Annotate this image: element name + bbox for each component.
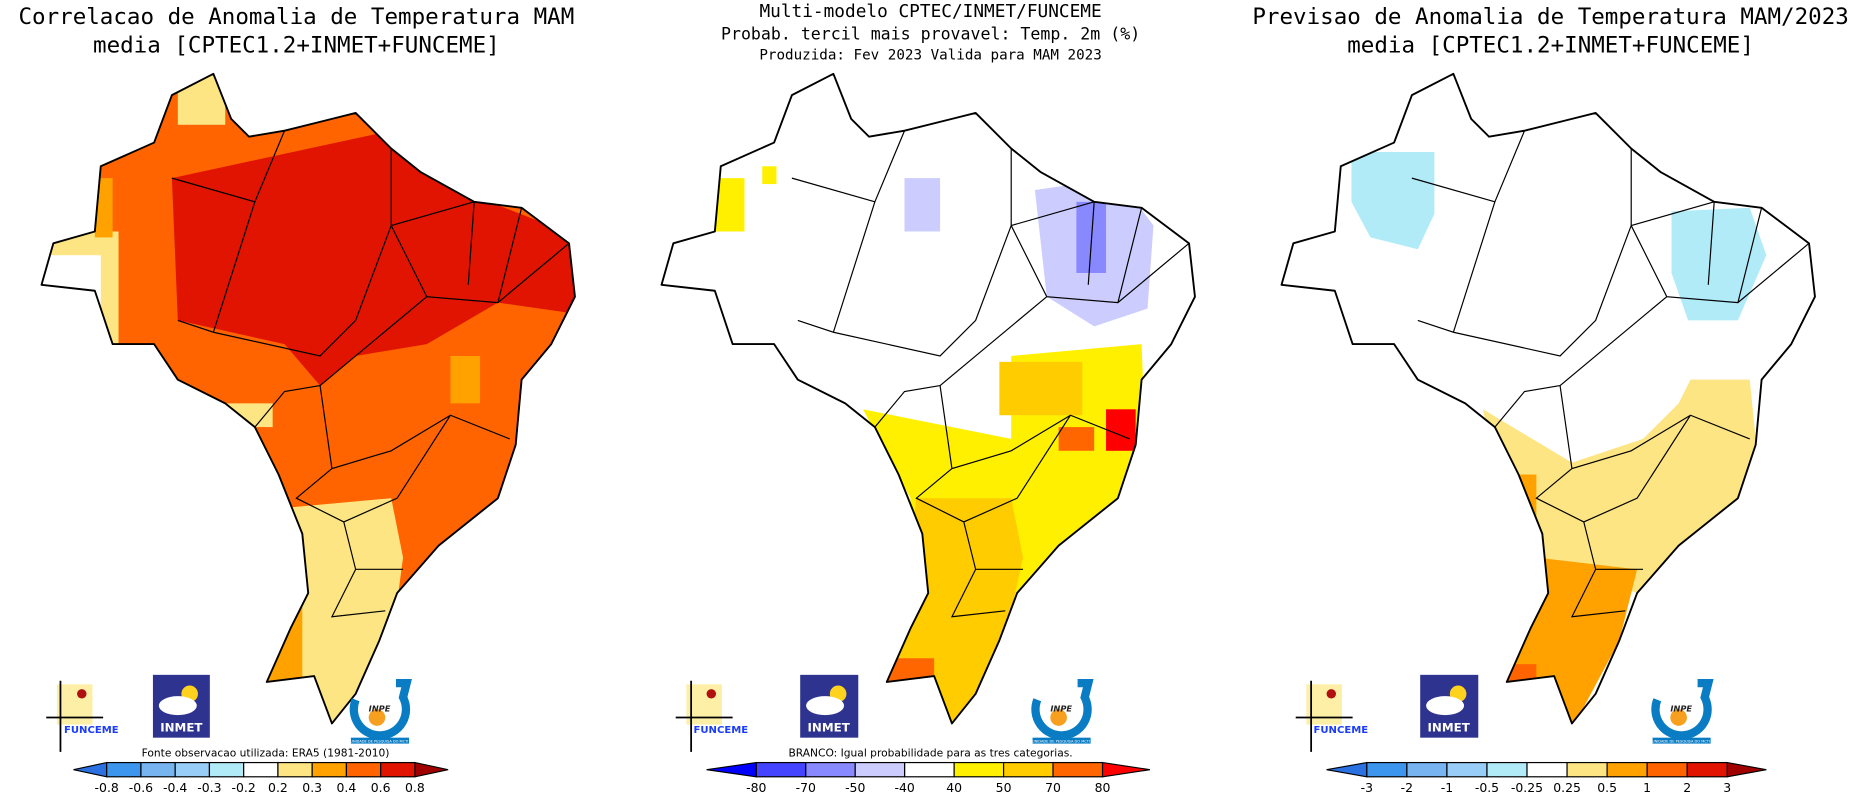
colorbar-swatch (174, 761, 211, 778)
colorbar-swatch (1002, 761, 1054, 778)
svg-text:INPE: INPE (1050, 704, 1072, 714)
svg-text:FUNCEME: FUNCEME (693, 725, 748, 736)
svg-text:INPE: INPE (369, 704, 391, 714)
inpe-logo: INPE UNIDADE DE PESQUISA DO MCTI (349, 678, 412, 744)
inpe-logo: INPE UNIDADE DE PESQUISA DO MCTI (1651, 678, 1714, 744)
correlation-shading (41, 73, 575, 724)
colorbar-tick-label: -0.6 (129, 780, 153, 795)
colorbar-high-arrow (1101, 761, 1150, 778)
colorbar-tick-label: 0.25 (1553, 780, 1581, 795)
colorbar-tick-label: -0.5 (1475, 780, 1499, 795)
colorbar-swatch (1406, 761, 1448, 778)
colorbar-swatch (805, 761, 856, 778)
colorbar-swatch (1646, 761, 1688, 778)
colorbar-tick-label: 2 (1683, 780, 1691, 795)
colorbar-swatch (953, 761, 1005, 778)
colorbar-tick-label: 80 (1095, 780, 1111, 795)
svg-text:INMET: INMET (1428, 721, 1471, 735)
svg-text:INMET: INMET (160, 721, 203, 735)
colorbar-low-arrow (706, 761, 757, 778)
colorbar: -0.8 -0.6 -0.4 -0.3 -0.2 0.2 0.3 0.4 0.6 0.8 (73, 761, 449, 795)
panel-title-line-2: media [CPTEC1.2+INMET+FUNCEME] (1347, 32, 1754, 58)
colorbar-swatch (1526, 761, 1568, 778)
svg-text:INMET: INMET (808, 721, 851, 735)
correlation-map-panel: Correlacao de Anomalia de Temperatura MA… (18, 4, 576, 795)
colorbar-tick-label: 0.6 (371, 780, 391, 795)
colorbar-tick-label: -40 (895, 780, 915, 795)
panel-title-line-1: Multi-modelo CPTEC/INMET/FUNCEME (759, 1, 1101, 22)
colorbar-tick-label: -0.2 (232, 780, 256, 795)
colorbar-tick-label: 40 (946, 780, 962, 795)
colorbar: -80 -70 -50 -40 40 50 70 80 (706, 761, 1150, 795)
colorbar-tick-label: 0.8 (405, 780, 425, 795)
colorbar-tick-label: 0.2 (268, 780, 288, 795)
colorbar-tick-label: -0.25 (1511, 780, 1543, 795)
colorbar-high-arrow (414, 761, 449, 778)
colorbar-swatch (1606, 761, 1648, 778)
colorbar-swatch (1686, 761, 1728, 778)
colorbar-swatch (1366, 761, 1408, 778)
panel-title-line-2: Probab. tercil mais provavel: Temp. 2m (… (721, 24, 1140, 43)
colorbar-swatch (106, 761, 142, 778)
probability-shading (661, 73, 1195, 724)
colorbar-low-arrow (73, 761, 108, 778)
panel-title-line-1: Previsao de Anomalia de Temperatura MAM/… (1252, 4, 1848, 30)
colorbar-swatch (1566, 761, 1608, 778)
colorbar-swatch (854, 761, 906, 778)
panel-title-line-3: Produzida: Fev 2023 Valida para MAM 2023 (759, 48, 1101, 64)
panel-title-line-2: media [CPTEC1.2+INMET+FUNCEME] (93, 32, 500, 58)
colorbar-tick-label: -50 (845, 780, 865, 795)
colorbar-tick-label: -70 (796, 780, 816, 795)
inmet-logo: INMET (1420, 674, 1479, 738)
colorbar-tick-label: 1 (1643, 780, 1651, 795)
colorbar-swatch (380, 761, 416, 778)
svg-text:FUNCEME: FUNCEME (64, 725, 119, 736)
data-source-note: Fonte observacao utilizada: ERA5 (1981-2… (142, 747, 390, 760)
colorbar-swatch (208, 761, 245, 778)
svg-text:UNIDADE DE PESQUISA DO MCTI: UNIDADE DE PESQUISA DO MCTI (1652, 739, 1710, 743)
colorbar-swatch (345, 761, 382, 778)
colorbar-swatch (1052, 761, 1104, 778)
funceme-logo: FUNCEME (675, 680, 748, 752)
colorbar-tick-label: -2 (1401, 780, 1413, 795)
probability-map-panel: Multi-modelo CPTEC/INMET/FUNCEME Probab.… (660, 1, 1196, 795)
white-meaning-note: BRANCO: Igual probabilidade para as tres… (788, 747, 1072, 760)
colorbar-swatch (1446, 761, 1488, 778)
anomaly-shading (1281, 73, 1815, 724)
colorbar-swatch (243, 761, 279, 778)
inmet-logo: INMET (152, 674, 210, 738)
colorbar-swatch (140, 761, 176, 778)
colorbar-tick-label: 0.4 (337, 780, 357, 795)
anomaly-forecast-map-panel: Previsao de Anomalia de Temperatura MAM/… (1252, 4, 1848, 795)
colorbar-tick-label: 50 (996, 780, 1012, 795)
svg-text:FUNCEME: FUNCEME (1313, 725, 1368, 736)
colorbar-tick-label: -1 (1441, 780, 1453, 795)
panel-title-line-1: Correlacao de Anomalia de Temperatura MA… (18, 4, 574, 30)
colorbar: -3 -2 -1 -0.5 -0.25 0.25 0.5 1 2 3 (1326, 761, 1767, 795)
inpe-logo: INPE UNIDADE DE PESQUISA DO MCTI (1031, 678, 1094, 744)
colorbar-tick-label: 70 (1045, 780, 1061, 795)
colorbar-swatch (1486, 761, 1528, 778)
colorbar-tick-label: -0.8 (95, 780, 119, 795)
colorbar-swatch (755, 761, 807, 778)
funceme-logo: FUNCEME (1295, 680, 1368, 752)
svg-text:UNIDADE DE PESQUISA DO MCTI: UNIDADE DE PESQUISA DO MCTI (350, 739, 408, 743)
colorbar-tick-label: -0.3 (197, 780, 221, 795)
svg-text:UNIDADE DE PESQUISA DO MCTI: UNIDADE DE PESQUISA DO MCTI (1032, 739, 1090, 743)
svg-text:INPE: INPE (1670, 704, 1692, 714)
colorbar-tick-label: -3 (1361, 780, 1373, 795)
colorbar-tick-label: 0.5 (1597, 780, 1617, 795)
colorbar-tick-label: 3 (1723, 780, 1731, 795)
colorbar-tick-label: -0.4 (163, 780, 187, 795)
colorbar-tick-label: 0.3 (302, 780, 322, 795)
colorbar-swatch (311, 761, 348, 778)
colorbar-swatch (904, 761, 955, 778)
colorbar-tick-label: -80 (746, 780, 766, 795)
colorbar-swatch (277, 761, 313, 778)
colorbar-high-arrow (1726, 761, 1767, 778)
funceme-logo: FUNCEME (46, 680, 119, 752)
colorbar-low-arrow (1326, 761, 1368, 778)
inmet-logo: INMET (800, 674, 859, 738)
